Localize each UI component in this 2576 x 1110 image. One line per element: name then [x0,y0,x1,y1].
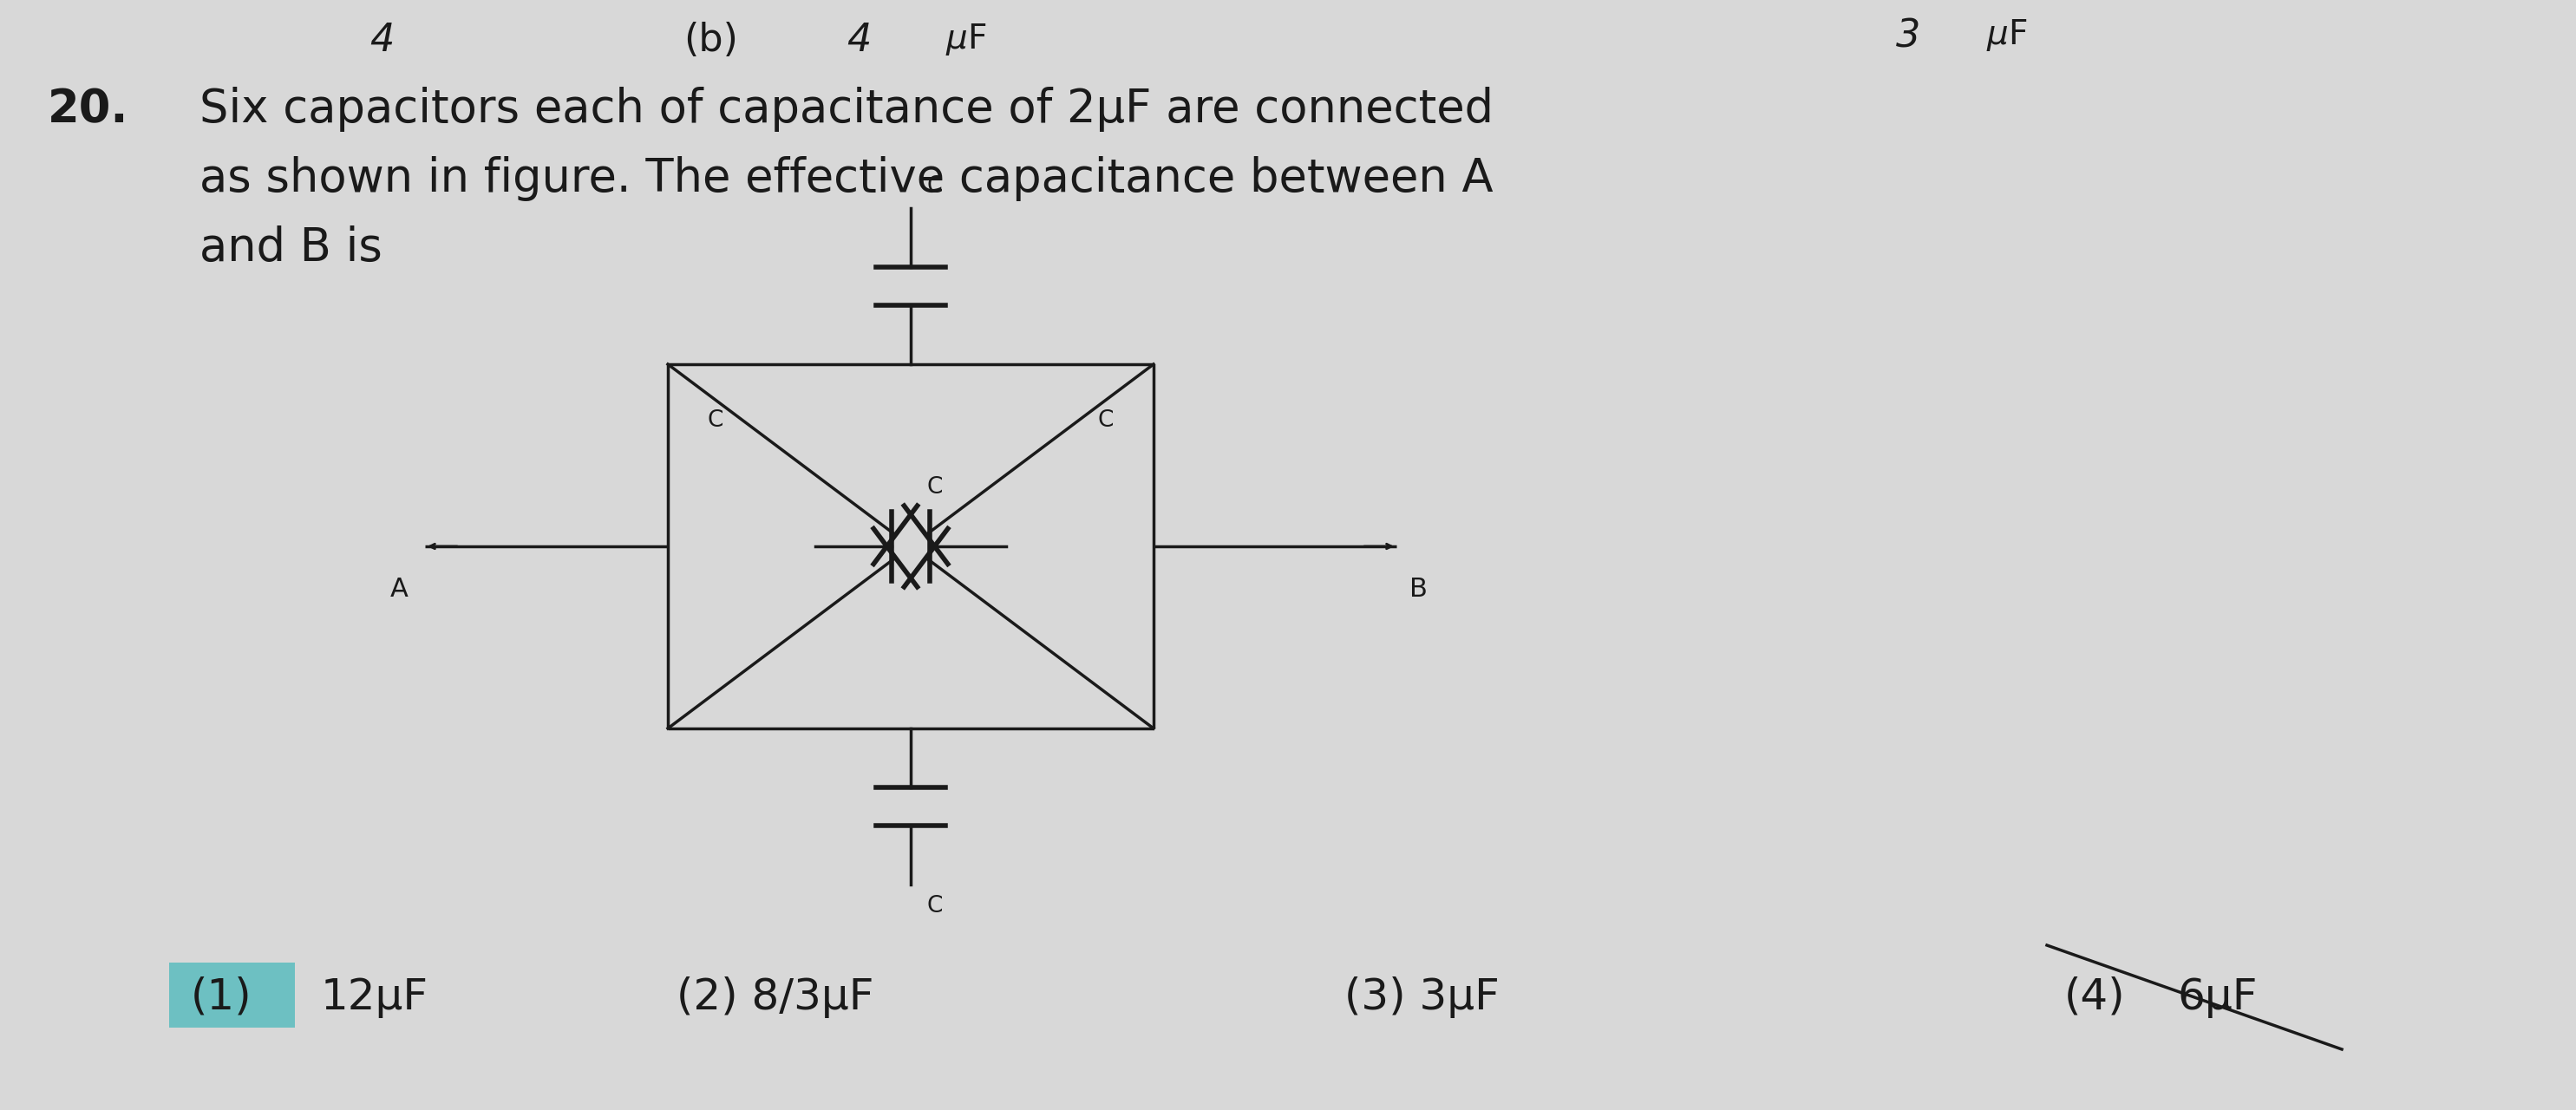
Text: (4): (4) [2063,977,2125,1018]
Text: A: A [389,577,407,602]
Text: 4: 4 [368,22,394,59]
Text: C: C [927,895,943,918]
Text: B: B [1409,577,1427,602]
Text: $\mu$F: $\mu$F [945,22,987,58]
Text: and B is: and B is [198,225,381,271]
Text: C: C [1097,410,1113,432]
Text: C: C [708,410,724,432]
Text: 3: 3 [1896,18,1922,54]
Text: C: C [927,175,943,198]
Text: (b): (b) [685,22,739,59]
Text: C: C [927,476,943,498]
Text: (2) 8/3μF: (2) 8/3μF [677,977,873,1018]
Text: (3) 3μF: (3) 3μF [1345,977,1499,1018]
Text: Six capacitors each of capacitance of 2μF are connected: Six capacitors each of capacitance of 2μ… [198,87,1494,132]
Text: $\mu$F: $\mu$F [1986,18,2027,53]
Text: 20.: 20. [49,87,129,132]
Text: 6μF: 6μF [2177,977,2257,1018]
Text: 4: 4 [848,22,871,59]
Text: 12μF: 12μF [322,977,428,1018]
Text: (1): (1) [191,977,252,1018]
FancyBboxPatch shape [170,962,294,1028]
Text: as shown in figure. The effective capacitance between A: as shown in figure. The effective capaci… [198,157,1494,201]
